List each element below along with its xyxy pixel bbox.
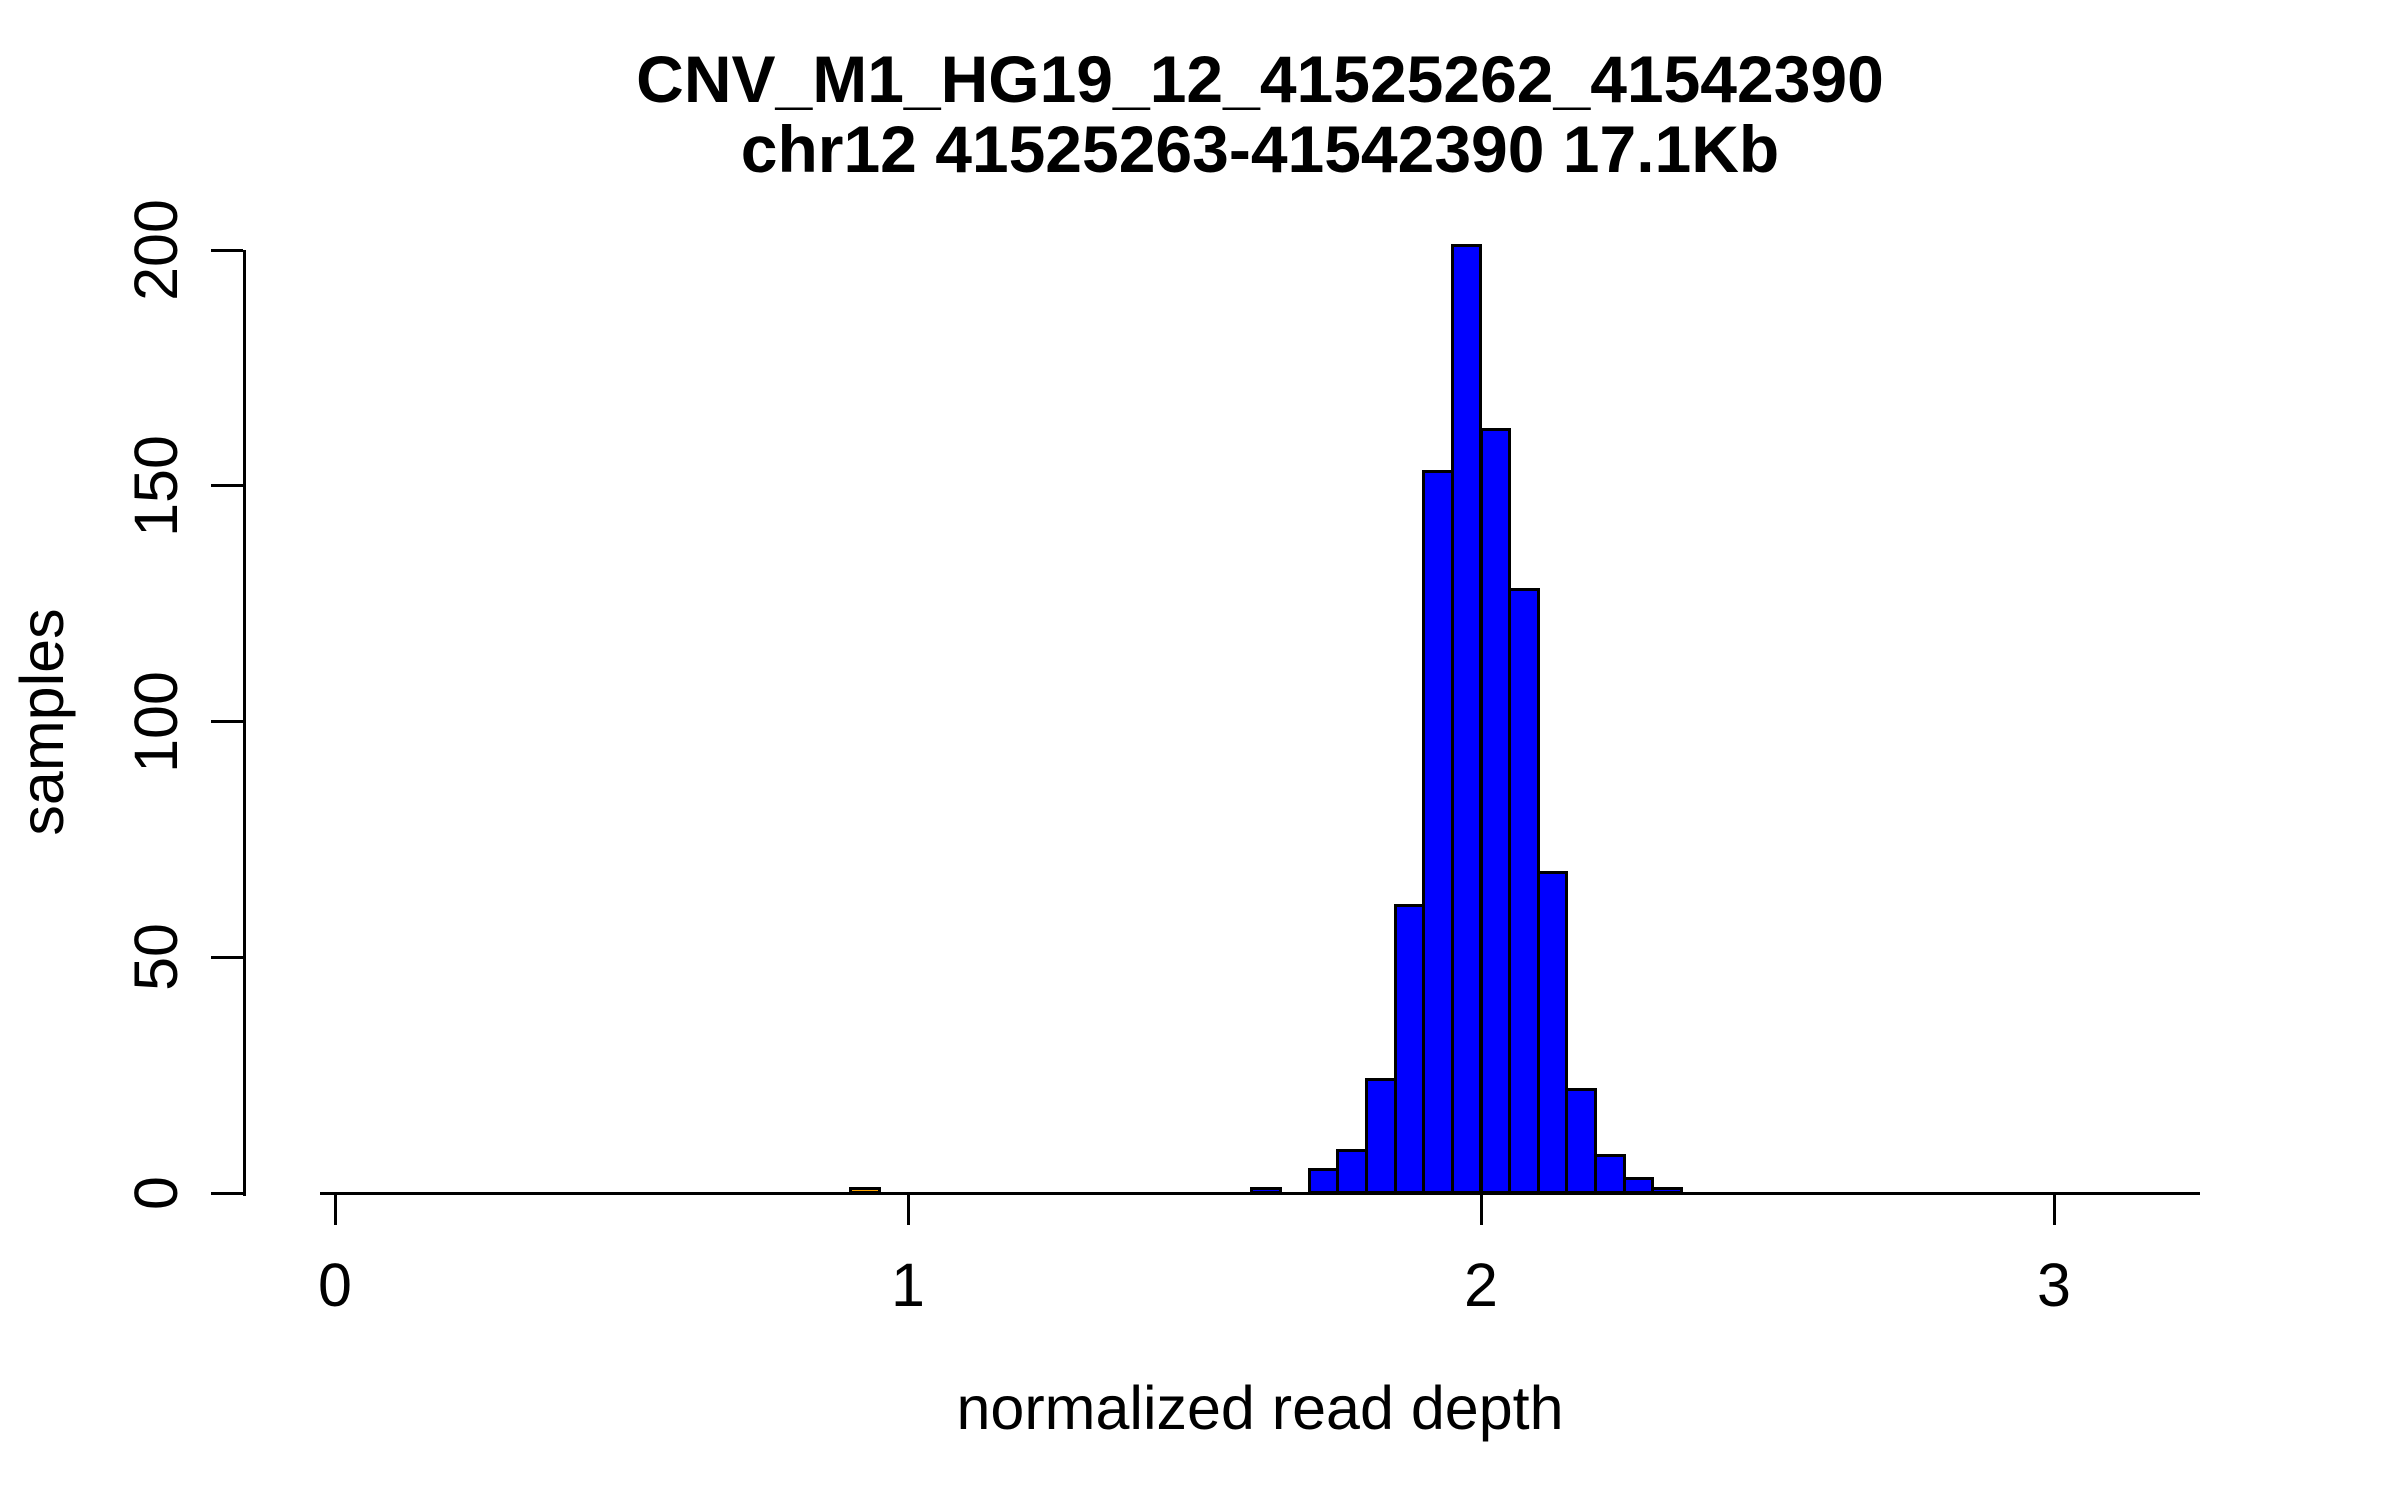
histogram-bar [1508, 587, 1540, 1195]
histogram-bar [1307, 1167, 1340, 1195]
chart-subtitle: chr12 41525263-41542390 17.1Kb [740, 112, 1780, 186]
y-tick [211, 955, 243, 959]
y-tick-label: 0 [122, 1176, 190, 1210]
histogram-bar [1594, 1153, 1626, 1195]
y-tick-label: 150 [122, 434, 190, 537]
histogram-bar [1422, 470, 1454, 1195]
x-tick [906, 1193, 910, 1225]
x-tick [333, 1193, 337, 1225]
y-tick-label: 50 [122, 923, 190, 992]
histogram-bar [1536, 870, 1569, 1195]
y-tick-label: 200 [122, 199, 190, 301]
y-tick-label: 100 [122, 670, 190, 773]
chart-title: CNV_M1_HG19_12_41525262_41542390 [636, 42, 1884, 116]
histogram-bar [1250, 1186, 1282, 1195]
y-tick [211, 484, 243, 488]
chart-title-block: CNV_M1_HG19_12_41525262_41542390 chr12 4… [320, 44, 2200, 184]
x-tick-label: 0 [318, 1251, 352, 1319]
x-tick-label: 2 [1464, 1251, 1498, 1319]
x-tick [2052, 1193, 2056, 1225]
y-axis-label: samples [8, 607, 76, 836]
histogram-bar [1450, 243, 1483, 1195]
y-tick [211, 720, 243, 723]
histogram-bar [1336, 1149, 1368, 1195]
y-tick [211, 1191, 243, 1195]
histogram-bar [1393, 903, 1426, 1195]
histogram-bar [1479, 427, 1512, 1195]
x-tick [1479, 1193, 1483, 1225]
x-axis-label: normalized read depth [956, 1374, 1564, 1442]
histogram-bar [1651, 1186, 1684, 1195]
y-tick [211, 248, 243, 252]
histogram-bar [1565, 1087, 1598, 1195]
histogram-bar [1622, 1177, 1655, 1195]
x-tick-label: 1 [891, 1251, 925, 1319]
x-tick-label: 3 [2037, 1251, 2071, 1319]
y-axis-line [243, 250, 246, 1196]
histogram-bar-highlighted [849, 1186, 881, 1195]
histogram-bar [1364, 1078, 1397, 1195]
